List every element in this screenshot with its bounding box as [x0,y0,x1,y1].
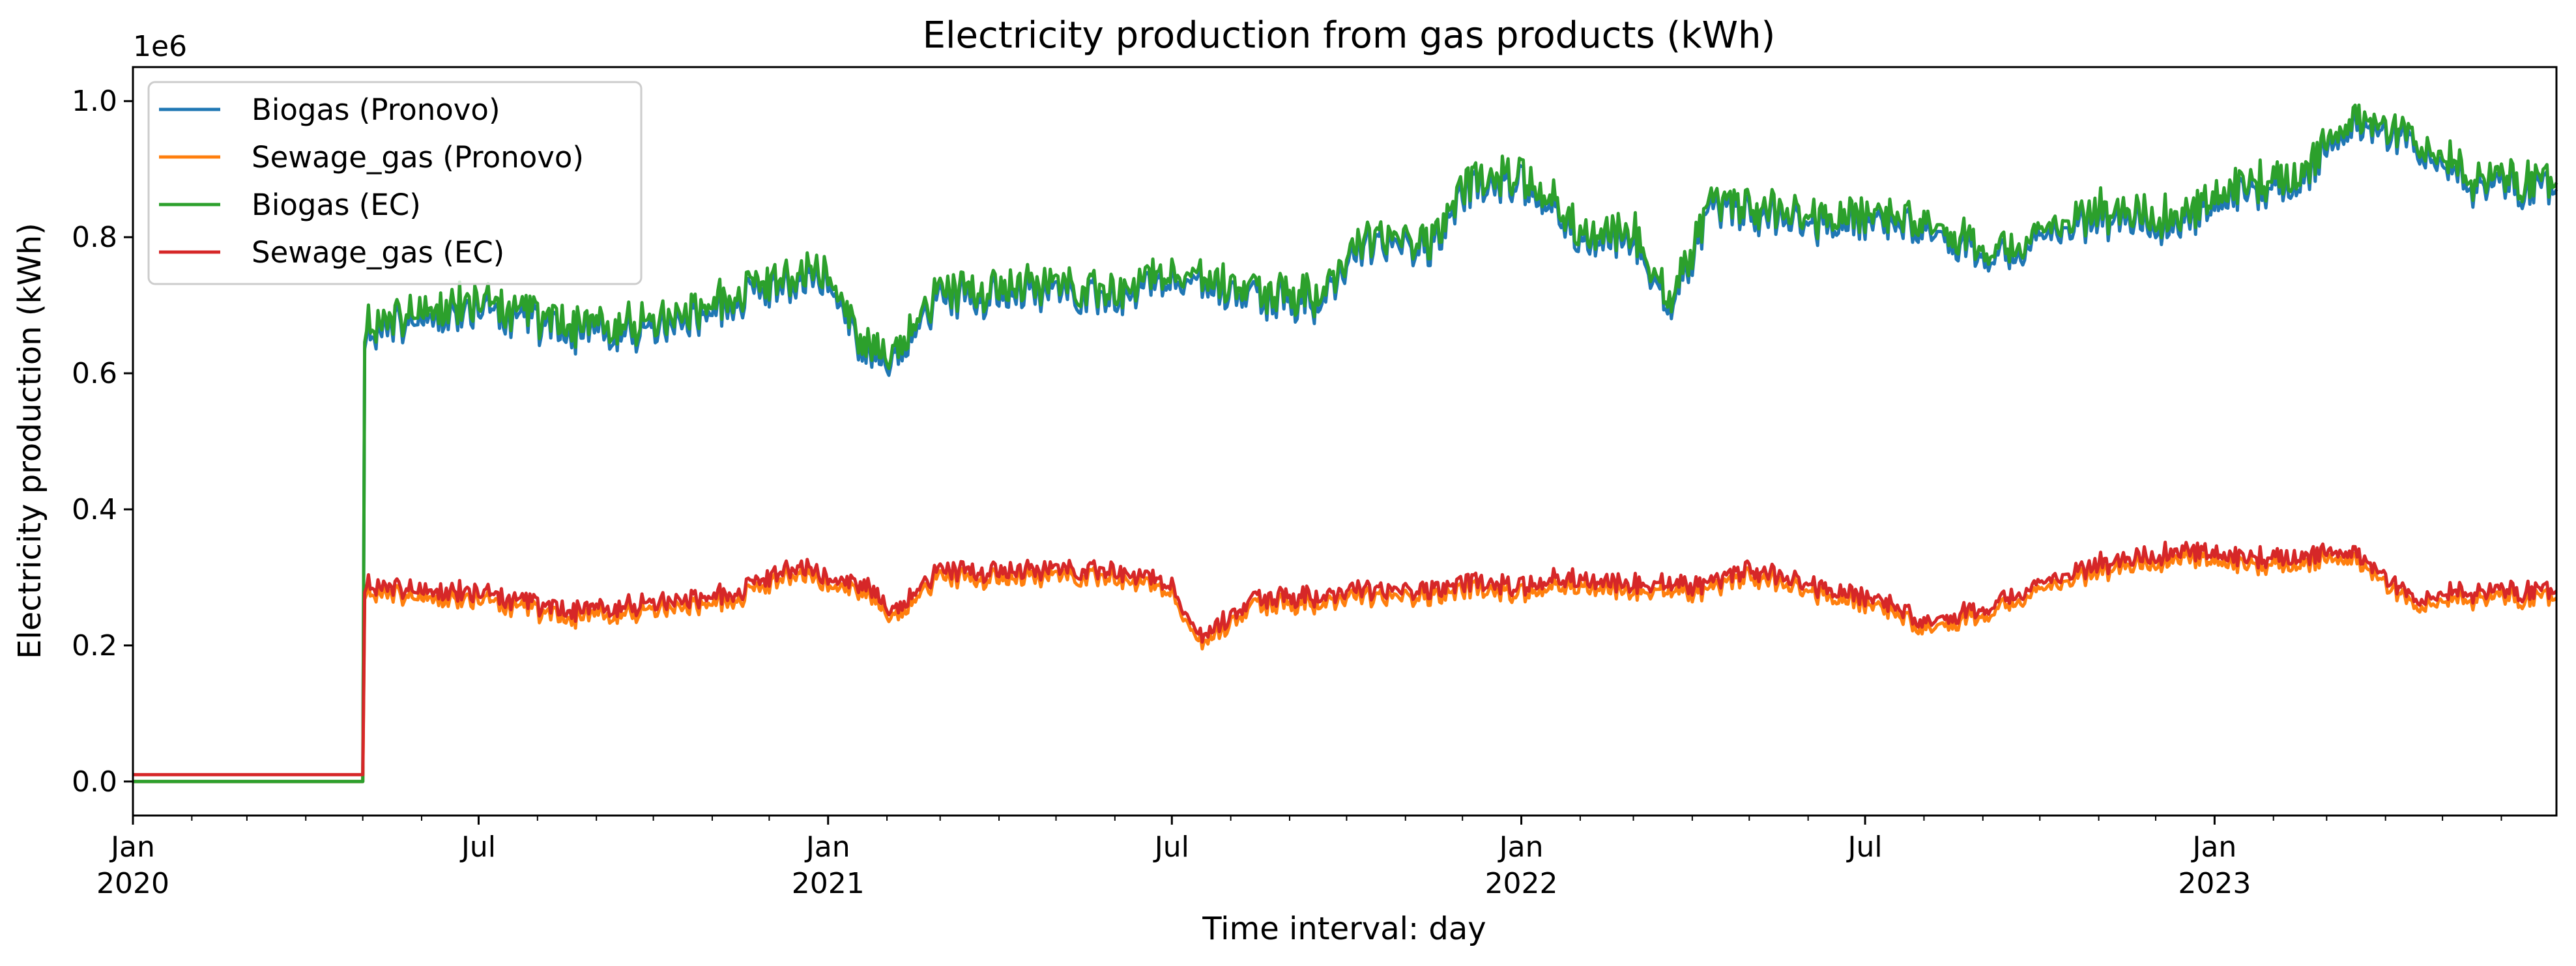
x-tick-label: Jan [1498,831,1544,864]
series-line [133,103,2558,784]
legend-label: Sewage_gas (Pronovo) [252,140,584,175]
y-tick-label: 0.6 [72,357,117,390]
x-tick-label: Jul [1153,831,1189,864]
x-tick-label: Jan [109,831,155,864]
x-tick-sublabel: 2020 [96,867,169,900]
y-tick-label: 0.0 [72,765,117,799]
y-tick-label: 1.0 [72,85,117,118]
x-axis-label: Time interval: day [1202,911,1486,947]
legend-label: Sewage_gas (EC) [252,235,504,270]
y-offset-label: 1e6 [133,30,187,63]
x-tick-label: Jul [1846,831,1883,864]
chart-title: Electricity production from gas products… [923,14,1776,57]
y-tick-label: 0.8 [72,221,117,254]
plot-frame [132,66,2558,817]
y-axis-label: Electricity production (kWh) [12,223,48,659]
legend: Biogas (Pronovo) Sewage_gas (Pronovo) Biog… [147,81,643,285]
series-layer [133,103,2558,784]
series-line [133,541,2558,776]
x-tick-sublabel: 2021 [792,867,865,900]
y-tick-label: 0.2 [72,629,117,662]
x-tick-sublabel: 2023 [2178,867,2251,900]
x-tick-label: Jan [804,831,850,864]
legend-frame [147,81,643,285]
x-tick-label: Jul [459,831,496,864]
y-axis: 0.0 0.2 0.4 0.6 0.8 1.0 [72,85,133,799]
y-tick-label: 0.4 [72,493,117,526]
x-tick-sublabel: 2022 [1485,867,1558,900]
legend-label: Biogas (EC) [252,188,421,222]
legend-label: Biogas (Pronovo) [252,92,500,127]
x-tick-label: Jan [2190,831,2236,864]
